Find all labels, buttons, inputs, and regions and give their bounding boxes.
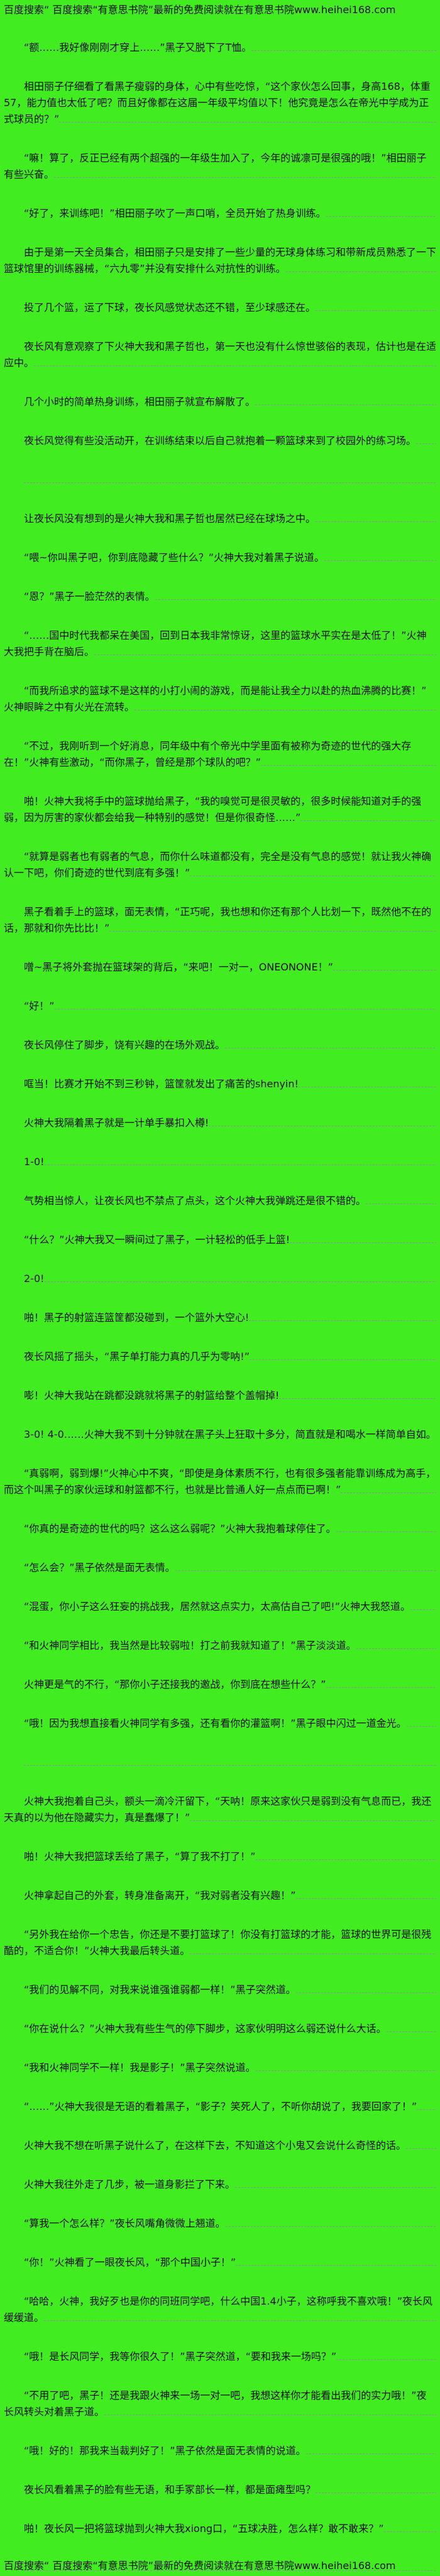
novel-paragraph: 噌~黑子将外套抛在篮球架的背后，“来吧！一对一，ONEONONE！”: [4, 959, 436, 976]
novel-paragraph: “嘛！算了，反正已经有两个超强的一年级生加入了，今年的诚凛可是很强的哦！”相田丽…: [4, 150, 436, 183]
novel-paragraph: “哦！因为我想直接看火神同学有多强，还有看你的灌篮啊！”黑子眼中闪过一道金光。: [4, 1715, 436, 1732]
novel-paragraph: 相田丽子仔细看了看黑子瘦弱的身体，心中有些吃惊，“这个家伙怎么回事，身高168，…: [4, 79, 436, 128]
novel-paragraph: “和火神同学相比，我当然是比较弱啦！打之前我就知道了！”黑子淡淡道。: [4, 1638, 436, 1654]
chapter-body: “额……我好像刚刚才穿上……”黑子又脱下了T恤。相田丽子仔细看了看黑子瘦弱的身体…: [4, 40, 436, 2576]
novel-paragraph: 几个小时的简单热身训练，相田丽子就宣布解散了。: [4, 394, 436, 410]
novel-paragraph: 夜长风摇了摇头，“黑子单打能力真的几乎为零呐!”: [4, 1349, 436, 1365]
novel-paragraph: “哦！好的！那我来当裁判好了！”黑子依然是面无表情的说道。: [4, 2443, 436, 2459]
novel-paragraph: 火神大我不想在听黑子说什么了，在这样下去，不知道这个小鬼又会说什么奇怪的话。: [4, 2138, 436, 2154]
novel-paragraph: 火神大我隔着黑子就是一计单手暴扣入樽!: [4, 1115, 436, 1131]
novel-paragraph: 夜长风看着黑子的脸有些无语，和手冢部长一样，都是面瘫型吗？: [4, 2482, 436, 2498]
novel-paragraph: “……”火神大我很是无语的看着黑子，“影子？笑死人了，不听你胡说了，我要回家了！…: [4, 2099, 436, 2115]
novel-paragraph: “额……我好像刚刚才穿上……”黑子又脱下了T恤。: [4, 40, 436, 56]
novel-paragraph: 火神拿起自己的外套，转身准备离开，“我对弱者没有兴趣！”: [4, 1888, 436, 1904]
novel-paragraph: “怎么会？”黑子依然是面无表情。: [4, 1560, 436, 1576]
novel-paragraph: “哦！是长风同学，我等你很久了！”黑子突然道，“要和我来一场吗？”: [4, 2349, 436, 2365]
novel-paragraph: “你真的是奇迹的世代的吗？这么这么弱呢？”火神大我抱着球停住了。: [4, 1521, 436, 1537]
novel-paragraph: [4, 472, 436, 488]
novel-paragraph: 2-0!: [4, 1271, 436, 1287]
novel-paragraph: 火神大我抱着自己头，额头一滴冷汗留下，“天呐！原来这家伙只是弱到没有气息而已，我…: [4, 1793, 436, 1826]
novel-paragraph: 啪！夜长风一把将篮球抛到火神大我xiong口，“五球决胜，怎么样？敢不敢来？”: [4, 2521, 436, 2537]
novel-paragraph: 啪！黑子的射篮连篮筐都没碰到，一个篮外大空心!: [4, 1310, 436, 1326]
novel-paragraph: “好了，来训练吧！”相田丽子吹了一声口哨，全员开始了热身训练。: [4, 205, 436, 222]
novel-paragraph: 让夜长风没有想到的是火神大我和黑子哲也居然已经在球场之中。: [4, 511, 436, 527]
novel-paragraph: “不用了吧，黑子！还是我跟火神来一场一对一吧，我想这样你才能看出我们的实力哦！”…: [4, 2388, 436, 2420]
novel-paragraph: “而我所追求的篮球不是这样的小打小闹的游戏，而是能让我全力以赴的热血沸腾的比赛！…: [4, 683, 436, 715]
novel-paragraph: “你在说什么？”火神大我有些生气的停下脚步，这家伙明明这么弱还说什么大话。: [4, 2021, 436, 2037]
novel-paragraph: “不过，我刚听到一个好消息，同年级中有个帝光中学里面有被称为奇迹的世代的强大存在…: [4, 738, 436, 771]
novel-paragraph: 哐当！比赛才开始不到三秒钟，篮筐就发出了痛苦的shenyin!: [4, 1076, 436, 1092]
novel-paragraph: “恩？”黑子一脸茫然的表情。: [4, 589, 436, 605]
novel-paragraph: 黑子看着手上的篮球，面无表情，“正巧呢，我也想和你还有那个人比划一下，既然他不在…: [4, 904, 436, 937]
novel-paragraph: 投了几个篮，运了下球，夜长风感觉状态还不错，至少球感还在。: [4, 300, 436, 316]
novel-paragraph: “我和火神同学不一样！我是影子！”黑子突然说道。: [4, 2060, 436, 2076]
novel-paragraph: “哈哈，火神，我好歹也是你的同班同学吧，什么中国1.4小子，这称呼我不喜欢哦！”…: [4, 2293, 436, 2326]
novel-paragraph: “混蛋，你小子这么狂妄的挑战我，居然就这点实力，太高估自己了吧!”火神大我怒道。: [4, 1599, 436, 1615]
novel-paragraph: “就算是弱者也有弱者的气息，而你什么味道都没有，完全是没有气息的感觉！就让我火神…: [4, 849, 436, 881]
footer-promo-text: 百度搜索“ 百度搜索“有意思书院”最新的免费阅读就在有意思书院www.heihe…: [4, 2560, 396, 2572]
novel-paragraph: “什么？”火神大我又一瞬间过了黑子，一计轻松的低手上篮!: [4, 1232, 436, 1248]
novel-paragraph: 啪！火神大我把篮球丢给了黑子，“算了我不打了！”: [4, 1849, 436, 1865]
novel-paragraph: 3-0! 4-0……火神大我不到十分钟就在黑子头上狂取十多分，简直就是和喝水一样…: [4, 1427, 436, 1443]
novel-paragraph: 气势相当惊人，让夜长风也不禁点了点头，这个火神大我弹跳还是很不错的。: [4, 1193, 436, 1209]
novel-paragraph: “算我一个怎么样？”夜长风嘴角微微上翘道。: [4, 2215, 436, 2232]
novel-paragraph: “另外我在给你一个忠告，你还是不要打篮球了！你没有打篮球的才能，篮球的世界可是很…: [4, 1927, 436, 1959]
novel-paragraph: “……国中时代我都呆在美国，回到日本我非常惊讶，这里的篮球水平实在是太低了！”火…: [4, 628, 436, 660]
novel-paragraph: “真弱啊，弱到爆!”火神心中不爽，“即使是身体素质不行，也有很多强者能靠训练成为…: [4, 1465, 436, 1498]
novel-paragraph: “喂~你叫黑子吧，你到底隐藏了些什么？”火神大我对着黑子说道。: [4, 550, 436, 566]
novel-paragraph: 夜长风觉得有些没活动开，在训练结束以后自己就抱着一颗篮球来到了校园外的练习场。: [4, 433, 436, 449]
header-promo-text: 百度搜索“ 百度搜索“有意思书院”最新的免费阅读就在有意思书院www.heihe…: [4, 4, 396, 16]
novel-paragraph: [4, 1754, 436, 1771]
novel-paragraph: 啪！火神大我将手中的篮球抛给黑子，“我的嗅觉可是很灵敏的，很多时候能知道对手的强…: [4, 793, 436, 826]
novel-paragraph: 由于是第一天全员集合，相田丽子只是安排了一些少量的无球身体练习和带新成员熟悉了一…: [4, 244, 436, 277]
novel-paragraph: 夜长风有意观察了下火神大我和黑子哲也，第一天也没有什么惊世骇俗的表现，估计也是在…: [4, 339, 436, 371]
novel-paragraph: 夜长风停住了脚步，饶有兴趣的在场外观战。: [4, 1037, 436, 1053]
novel-paragraph: “好！”: [4, 998, 436, 1014]
novel-paragraph: 火神更是气的不行，“那你小子还接我的邀战，你到底在想些什么？”: [4, 1677, 436, 1693]
novel-paragraph: 嘭！火神大我站在跳都没跳就将黑子的射篮给整个盖帽掉!: [4, 1388, 436, 1404]
novel-paragraph: 1-0!: [4, 1154, 436, 1170]
novel-paragraph: 火神大我往外走了几步，被一道身影拦了下来。: [4, 2177, 436, 2193]
novel-paragraph: “你！”火神看了一眼夜长风，“那个中国小子！”: [4, 2254, 436, 2271]
novel-paragraph: “我们的见解不同，对我来说谁强谁弱都一样！”黑子突然道。: [4, 1982, 436, 1998]
